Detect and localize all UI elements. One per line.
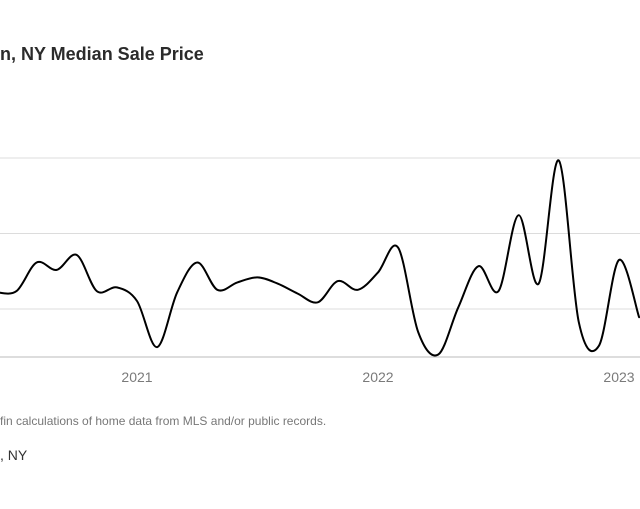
data-point [597,344,601,348]
location-label: , NY [0,447,28,463]
x-axis-ticks: 2021 2022 2023 [121,369,634,385]
data-point [476,264,480,268]
data-point [276,282,280,286]
data-point [356,288,360,292]
data-point [95,289,99,293]
chart-title: n, NY Median Sale Price [0,44,204,64]
gridlines [0,157,640,358]
data-point [155,345,159,349]
data-point [557,159,561,163]
series-layer [0,159,640,357]
data-point [537,282,541,286]
data-point [396,246,400,250]
data-point [336,279,340,283]
data-point [115,285,119,289]
data-point [316,300,320,304]
data-point [195,261,199,265]
data-point [135,299,139,303]
x-tick-label: 2023 [603,369,634,385]
series-line-0 [0,159,640,357]
data-point [55,268,59,272]
data-point [376,270,380,274]
data-point [35,261,39,265]
data-point [235,280,239,284]
data-point [175,290,179,294]
x-tick-label: 2021 [121,369,152,385]
data-point [256,275,260,279]
data-point [456,305,460,309]
data-point [416,330,420,334]
data-point [15,289,19,293]
data-point [436,353,440,357]
data-point [296,292,300,296]
source-footnote: fin calculations of home data from MLS a… [0,414,327,428]
data-point [577,320,581,324]
x-tick-label: 2022 [362,369,393,385]
data-point [617,258,621,262]
data-point [215,288,219,292]
data-point [517,213,521,217]
data-point [75,253,79,257]
data-point [497,289,501,293]
